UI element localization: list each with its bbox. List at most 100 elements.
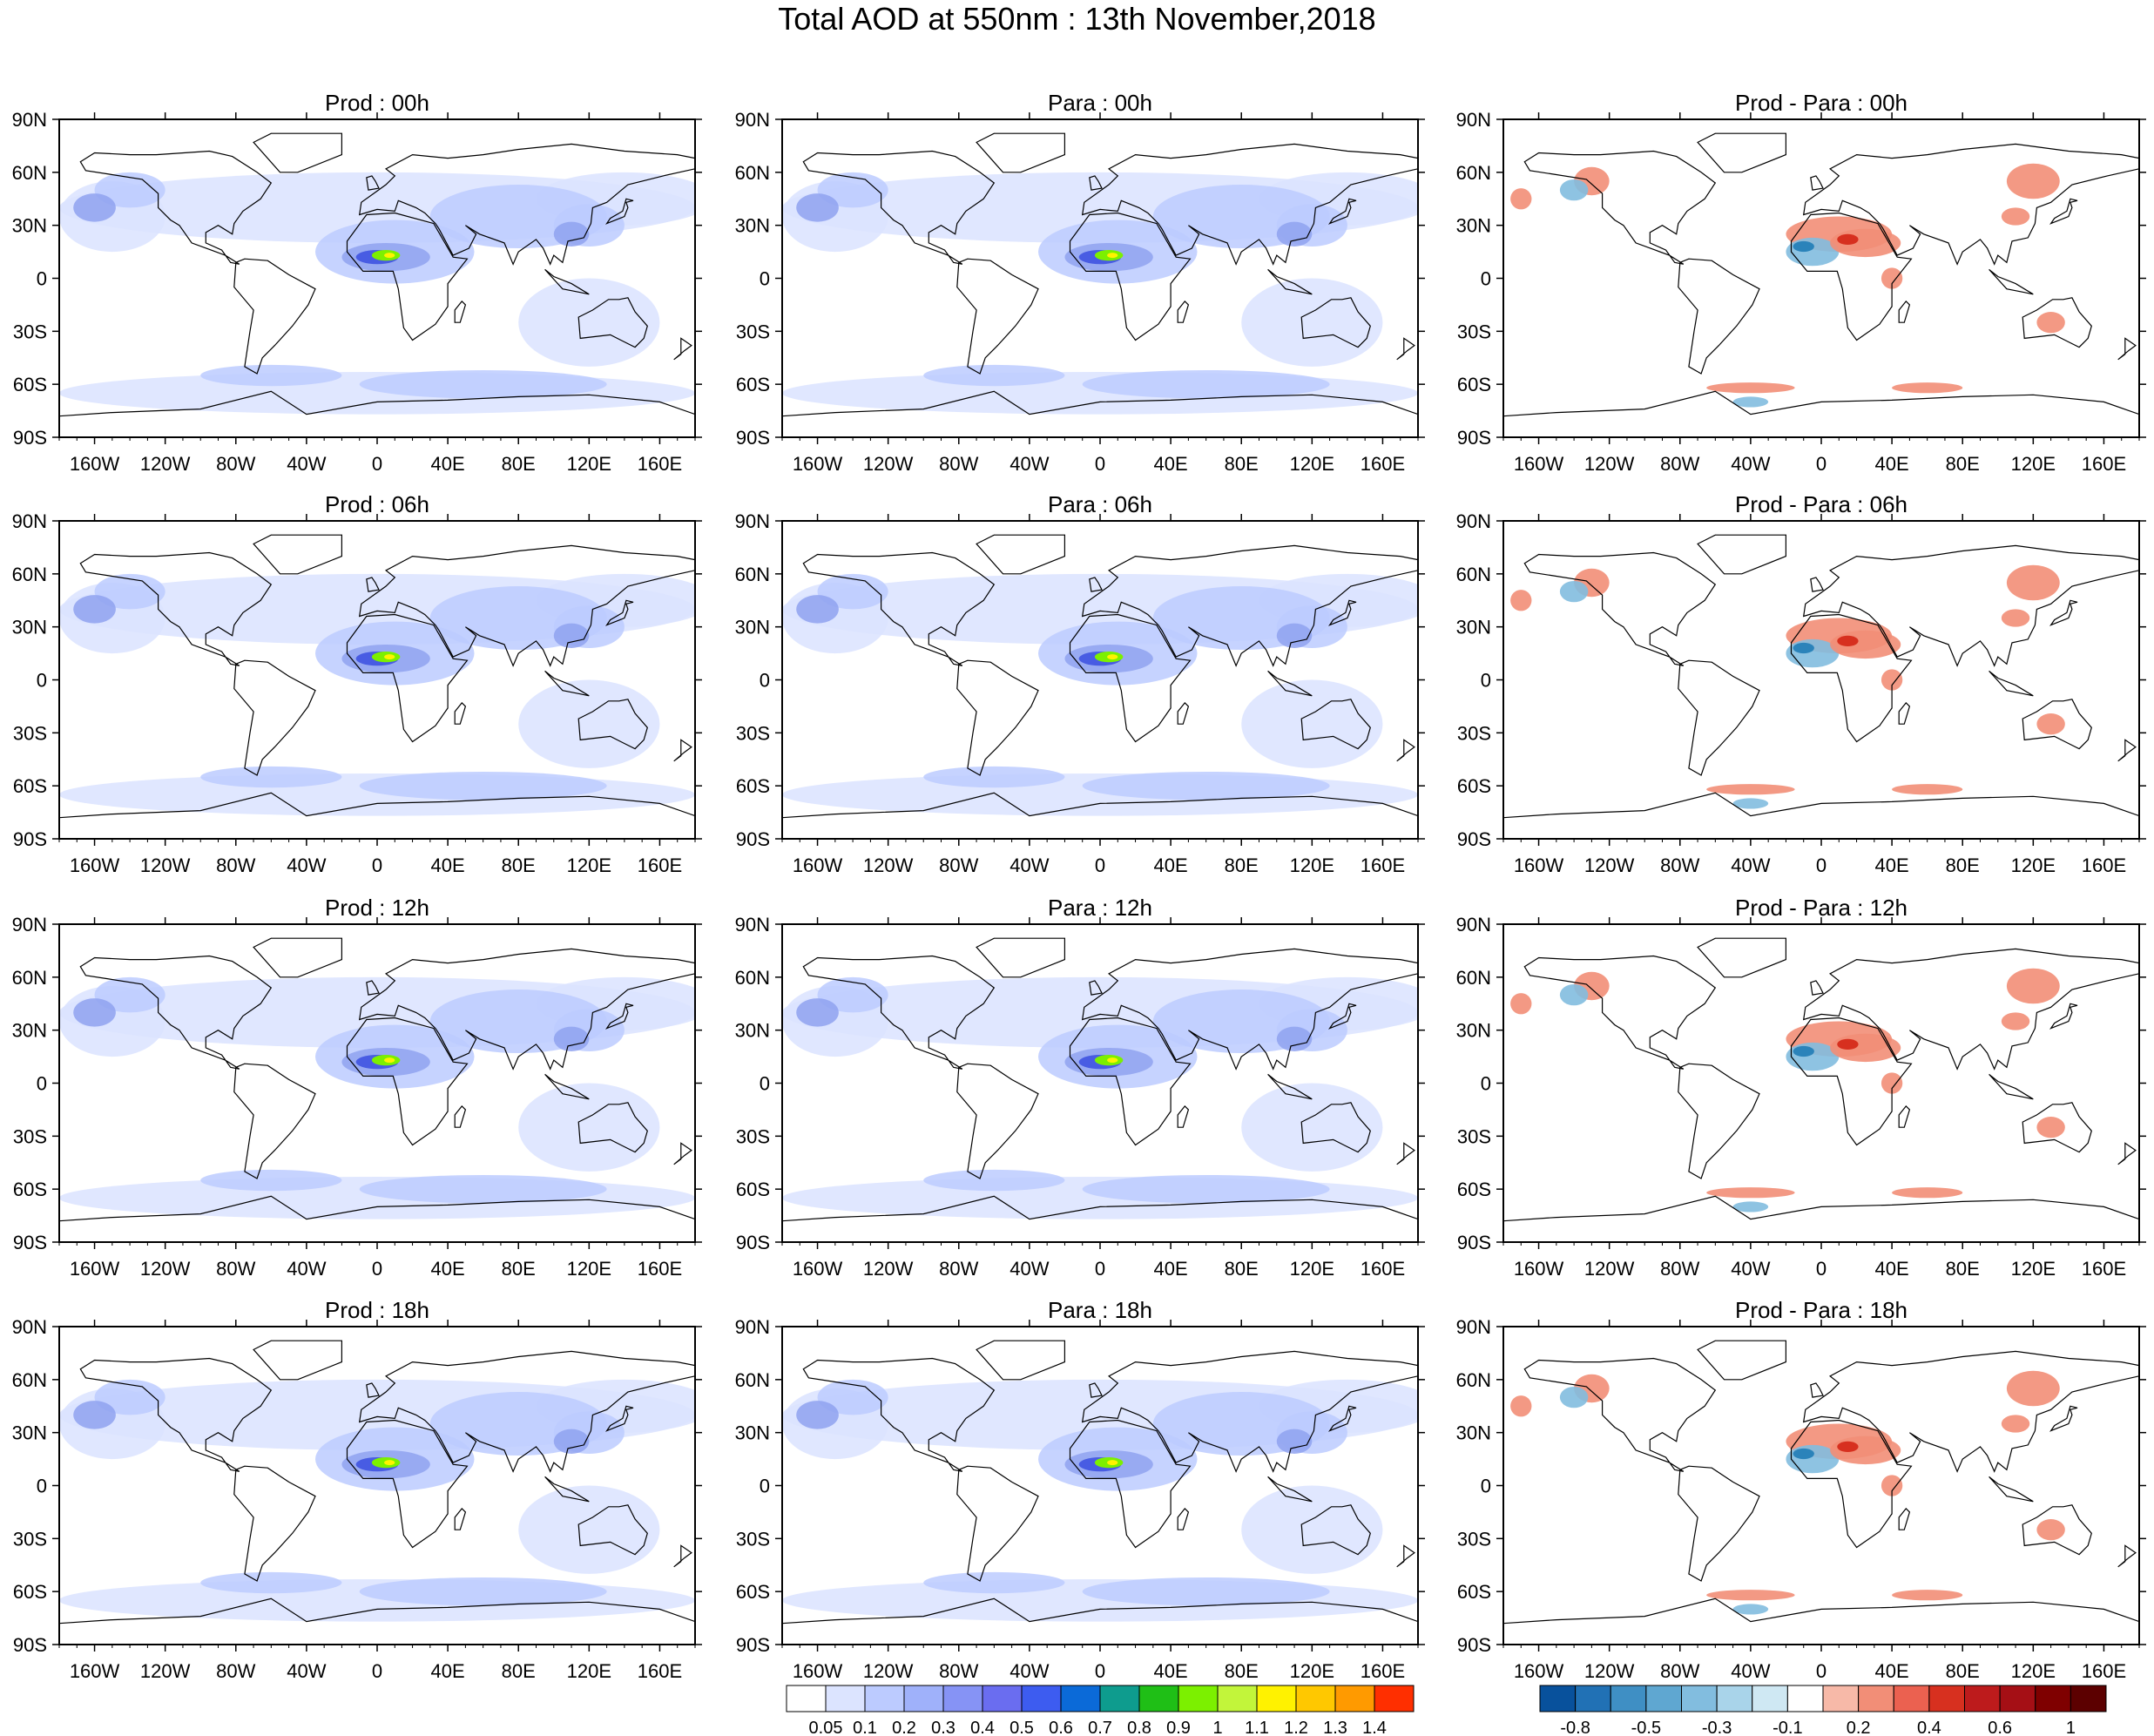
map-panel: Prod : 18h 160W 120W 80W 40W 0 40E 80E 120E 160E 9… (12, 1297, 702, 1682)
y-tick-label: 60S (736, 374, 770, 395)
x-tick-label: 80W (216, 854, 255, 876)
coastline-eurasia (1081, 1350, 1418, 1473)
coastline-japan (604, 1003, 634, 1030)
coastline-britain (1810, 1382, 1824, 1398)
coastline-new-zealand (1396, 1544, 1415, 1568)
x-tick-label: 40W (1731, 1660, 1770, 1682)
x-tick-label: 120W (140, 453, 191, 475)
x-tick-label: 120W (1584, 1258, 1635, 1280)
coastline-antarctica (782, 792, 1418, 819)
y-tick-label: 60S (1457, 374, 1491, 395)
aod-patch (1241, 1083, 1383, 1172)
map-panel: Prod - Para : 06h 160W 120W 80W 40W 0 40E 80E 12… (1456, 491, 2146, 876)
coastline-japan (2049, 198, 2078, 225)
coastline-new-zealand (1396, 1142, 1415, 1165)
coastline-britain (1089, 980, 1103, 996)
dust-hotspot-core (1107, 1460, 1118, 1466)
coastline-madagascar (1898, 301, 1911, 323)
x-tick-label: 80E (502, 1660, 536, 1682)
x-tick-label: 40E (431, 1258, 465, 1280)
x-tick-label: 120W (1584, 854, 1635, 876)
x-tick-label: 40E (1154, 453, 1188, 475)
x-tick-label: 80W (216, 1258, 255, 1280)
colorbar-box (1964, 1685, 2001, 1712)
x-tick-label: 160E (2082, 1258, 2126, 1280)
aod-patch (359, 369, 607, 399)
coastline-north-america (1523, 150, 1717, 265)
coastline-north-america (1523, 955, 1717, 1070)
colorbar-box (1217, 1685, 1258, 1712)
aod-field (782, 1327, 1418, 1645)
aod-patch (923, 364, 1065, 387)
coastline-north-america (79, 955, 273, 1070)
x-tick-label: 120W (1584, 453, 1635, 475)
coastline-antarctica (782, 1195, 1418, 1222)
x-tick-label: 160E (1361, 854, 1405, 876)
coastline-antarctica (1503, 792, 2139, 819)
aod-patch (1276, 221, 1313, 247)
y-tick-label: 90N (735, 510, 770, 532)
aod-patch (518, 1083, 660, 1172)
coastline-new-zealand (2117, 337, 2137, 361)
y-tick-label: 60N (735, 162, 770, 184)
y-tick-label: 30S (736, 1125, 770, 1147)
diff-colorbar: -0.8 -0.5 -0.3 -0.1 0.2 0.4 0.6 1 (1539, 1685, 2107, 1736)
positive-diff-patch (1892, 784, 1963, 795)
y-tick-label: 60S (736, 775, 770, 797)
y-tick-label: 90N (1456, 1316, 1491, 1338)
y-tick-label: 0 (760, 1476, 770, 1497)
x-tick-label: 120E (2011, 854, 2056, 876)
coastline-britain (1089, 1382, 1103, 1398)
coastline-eurasia (1802, 544, 2139, 667)
panel-title: Prod : 00h (325, 90, 429, 116)
positive-diff-patch (2006, 163, 2060, 199)
dust-hotspot-core (384, 654, 395, 660)
positive-diff-patch (1881, 267, 1903, 289)
coastline-britain (1810, 175, 1824, 191)
y-tick-label: 60S (13, 374, 47, 395)
coastline-africa (1790, 613, 1913, 743)
positive-diff-patch (2006, 564, 2060, 601)
coastline-south-america (956, 258, 1039, 375)
coastline-eurasia (358, 143, 695, 266)
positive-diff-core (1837, 233, 1859, 245)
x-tick-label: 80W (1660, 1258, 1699, 1280)
x-tick-label: 80E (1946, 453, 1980, 475)
colorbar-box (2070, 1685, 2107, 1712)
positive-diff-patch (1706, 1590, 1795, 1601)
coastline-africa (1069, 1419, 1192, 1549)
coastline-greenland (1697, 534, 1786, 575)
colorbar-label: 1.3 (1323, 1719, 1347, 1736)
y-tick-label: 60S (1457, 1179, 1491, 1200)
aod-field (782, 924, 1418, 1242)
dust-hotspot-core (384, 253, 395, 259)
colorbar-box (942, 1685, 983, 1712)
positive-diff-patch (1892, 1590, 1963, 1601)
coastline-indonesia (1267, 268, 1313, 295)
aod-patch (796, 193, 839, 222)
x-tick-label: 120W (863, 1258, 914, 1280)
aod-patch (553, 1026, 590, 1051)
y-tick-label: 60N (735, 967, 770, 989)
y-tick-label: 60N (1456, 162, 1491, 184)
coastline-eurasia (358, 544, 695, 667)
dust-hotspot-core (384, 1460, 395, 1466)
coastline-africa (346, 613, 469, 743)
y-tick-label: 90S (736, 1634, 770, 1656)
x-tick-label: 40W (287, 453, 326, 475)
y-tick-label: 30S (1457, 1528, 1491, 1550)
x-tick-label: 80W (216, 453, 255, 475)
aod-patch (518, 278, 660, 367)
x-tick-label: 0 (372, 854, 382, 876)
panel-title: Prod - Para : 12h (1735, 895, 1908, 921)
y-tick-label: 90S (1457, 828, 1491, 850)
coastline-indonesia (1267, 1476, 1313, 1503)
y-tick-label: 90N (735, 109, 770, 131)
aod-field (1503, 119, 2139, 437)
colorbar-box (1928, 1685, 1965, 1712)
x-tick-label: 160W (793, 854, 843, 876)
x-tick-label: 120E (1290, 1660, 1334, 1682)
coastline-indonesia (1267, 1073, 1313, 1100)
coastline-japan (2049, 1003, 2078, 1030)
negative-diff-core (1793, 1448, 1814, 1460)
